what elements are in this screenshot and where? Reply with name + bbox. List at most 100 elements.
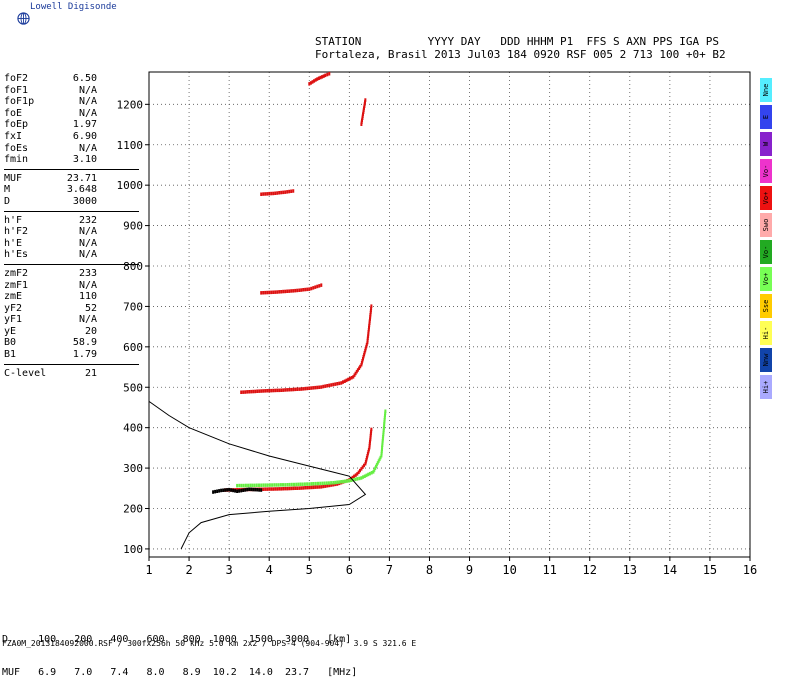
echo-point xyxy=(366,336,369,340)
echo-point xyxy=(290,482,293,487)
legend-label: Sse xyxy=(762,299,770,313)
y-tick-label: 100 xyxy=(123,543,143,556)
param-label: M xyxy=(4,184,11,196)
echo-point xyxy=(264,290,267,295)
echo-point xyxy=(314,485,317,489)
echo-point xyxy=(272,290,275,294)
echo-point xyxy=(280,290,283,294)
echo-point xyxy=(272,191,275,196)
echo-point xyxy=(252,389,255,394)
legend-label: Hi- xyxy=(762,326,770,340)
echo-point xyxy=(361,118,363,122)
legend-label: Vo- xyxy=(762,245,770,259)
echo-point xyxy=(376,461,379,465)
echo-point xyxy=(326,484,329,488)
echo-point xyxy=(378,457,381,462)
echo-point xyxy=(244,483,247,488)
echo-point xyxy=(228,487,231,492)
echo-point xyxy=(312,482,315,486)
echo-point xyxy=(306,485,309,490)
echo-point xyxy=(254,389,257,394)
echo-point xyxy=(363,350,366,355)
param-row: h'E N/A xyxy=(4,238,139,250)
echo-point xyxy=(346,479,349,483)
distance-row: D 100 200 400 600 800 1000 1500 3000 [km… xyxy=(2,634,352,645)
echo-point xyxy=(216,489,219,493)
echo-point xyxy=(356,472,359,476)
echo-point xyxy=(368,441,371,446)
echo-point xyxy=(304,486,307,490)
param-value: 52 xyxy=(84,302,97,314)
legend-label: Nne xyxy=(762,83,770,97)
param-label: yF2 xyxy=(4,302,23,314)
echo-point xyxy=(352,375,355,379)
echo-point xyxy=(282,483,284,487)
echo-point xyxy=(264,483,267,487)
echo-point xyxy=(362,357,364,361)
echo-point xyxy=(354,371,357,376)
echo-point xyxy=(286,483,289,487)
header-values: Fortaleza, Brasil 2013 Jul03 184 0920 RS… xyxy=(315,48,726,61)
echo-point xyxy=(326,384,329,388)
scaled-parameters-panel: foF2 6.50 foF1 N/A foF1p N/A foE N/A foEp 1.97 fxI… xyxy=(4,73,139,379)
echo-point xyxy=(366,338,369,343)
param-label: C-level xyxy=(4,367,47,379)
echo-point xyxy=(294,387,297,392)
echo-point xyxy=(271,483,274,487)
echo-point xyxy=(296,387,299,391)
echo-point xyxy=(381,447,383,452)
param-row: foF1 N/A xyxy=(4,85,139,97)
echo-point xyxy=(300,387,303,391)
echo-point xyxy=(362,110,365,114)
echo-point xyxy=(353,474,356,479)
echo-point xyxy=(367,334,370,338)
echo-point xyxy=(317,481,319,486)
echo-traces xyxy=(212,72,387,494)
param-row: foF2 6.50 xyxy=(4,73,139,85)
param-row: D 3000 xyxy=(4,196,139,208)
echo-point xyxy=(368,325,370,330)
echo-point xyxy=(294,486,297,490)
echo-point xyxy=(369,317,371,321)
echo-point xyxy=(260,291,263,295)
echo-point xyxy=(262,487,265,491)
echo-point xyxy=(266,290,269,295)
echo-point xyxy=(292,387,295,392)
echo-point xyxy=(266,483,269,487)
file-info-footer: FZA0M_2013184092000.RSF / 300fx256h 50 k… xyxy=(2,639,417,648)
echo-point xyxy=(324,384,327,388)
echo-point xyxy=(266,487,269,491)
echo-point xyxy=(350,376,353,380)
echo-point xyxy=(328,383,331,388)
echo-point xyxy=(380,449,383,454)
echo-point xyxy=(284,289,287,294)
echo-point xyxy=(334,382,337,386)
y-tick-label: 400 xyxy=(123,422,143,435)
echo-point xyxy=(299,482,302,486)
echo-point xyxy=(313,79,316,83)
x-tick-label: 5 xyxy=(306,563,313,577)
echo-point xyxy=(266,192,269,196)
logo-text: Lowell Digisonde xyxy=(30,2,117,12)
echo-point xyxy=(330,483,333,487)
x-tick-label: 1 xyxy=(145,563,152,577)
legend-swatch: Vo- xyxy=(760,159,772,183)
x-tick-label: 2 xyxy=(185,563,192,577)
echo-point xyxy=(381,441,384,445)
echo-point xyxy=(273,483,276,487)
echo-point xyxy=(230,488,233,492)
echo-point xyxy=(262,483,265,487)
echo-point xyxy=(360,122,363,126)
echo-point xyxy=(258,389,261,393)
echo-point xyxy=(383,420,386,424)
echo-point xyxy=(255,483,258,487)
echo-point xyxy=(358,476,361,481)
y-tick-label: 1000 xyxy=(117,179,144,192)
echo-point xyxy=(370,306,373,311)
echo-point xyxy=(369,435,372,440)
param-label: h'F xyxy=(4,214,23,226)
param-label: foF1 xyxy=(4,84,29,96)
param-row: yE 20 xyxy=(4,326,139,338)
y-tick-label: 800 xyxy=(123,260,143,273)
divider xyxy=(4,363,139,365)
